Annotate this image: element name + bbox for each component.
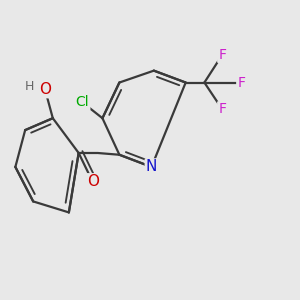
Text: F: F: [218, 102, 226, 116]
Text: O: O: [87, 174, 99, 189]
Text: Cl: Cl: [76, 95, 89, 110]
Text: N: N: [146, 159, 157, 174]
Text: F: F: [237, 76, 245, 89]
Text: F: F: [218, 48, 226, 62]
Text: O: O: [39, 82, 51, 97]
Text: H: H: [25, 80, 34, 93]
